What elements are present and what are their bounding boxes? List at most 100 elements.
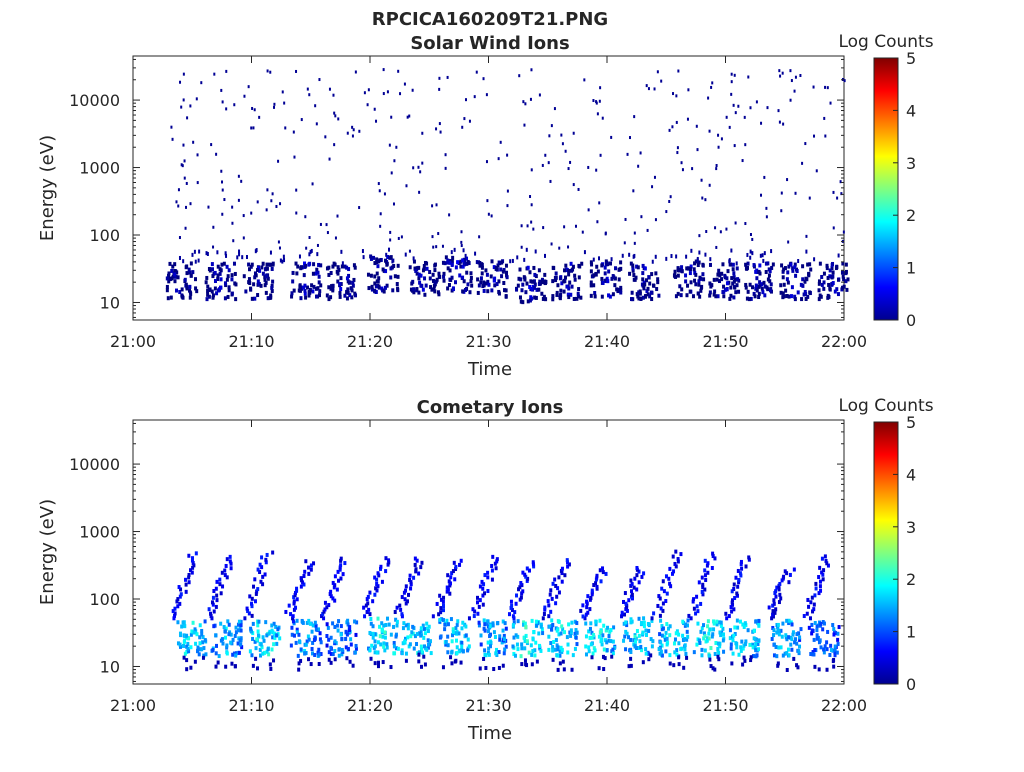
data-cell xyxy=(828,268,832,273)
data-cell xyxy=(415,632,419,637)
data-cell xyxy=(503,621,507,626)
data-cell xyxy=(367,286,371,291)
data-cell xyxy=(165,276,169,281)
data-cell xyxy=(477,623,481,628)
data-cell xyxy=(221,100,224,104)
data-cell xyxy=(633,576,637,581)
data-cell xyxy=(391,259,394,264)
data-cell xyxy=(551,645,555,650)
data-cell xyxy=(325,622,329,627)
data-cell xyxy=(660,643,664,648)
data-cell xyxy=(291,614,295,619)
data-cell xyxy=(256,587,260,592)
data-cell xyxy=(589,269,593,274)
data-cell xyxy=(455,622,459,627)
data-cell xyxy=(331,652,335,657)
data-cell xyxy=(401,641,405,646)
data-cell xyxy=(610,135,613,139)
data-cell xyxy=(364,603,368,608)
data-cell xyxy=(623,634,627,639)
data-cell xyxy=(232,239,235,243)
data-cell xyxy=(595,573,599,578)
data-cell xyxy=(789,262,793,267)
data-cell xyxy=(282,254,285,259)
data-cell xyxy=(239,619,243,624)
data-cell xyxy=(719,633,723,638)
data-cell xyxy=(217,654,221,659)
data-cell xyxy=(295,271,299,276)
data-cell xyxy=(519,277,523,282)
data-cell xyxy=(445,618,449,623)
data-cell xyxy=(530,168,533,172)
data-cell xyxy=(331,283,335,288)
data-cell xyxy=(355,620,359,625)
data-cell xyxy=(257,281,261,286)
data-cell xyxy=(497,291,501,296)
data-cell xyxy=(814,586,818,591)
data-cell xyxy=(382,92,385,96)
data-cell xyxy=(660,79,663,83)
data-cell xyxy=(350,288,354,293)
data-cell xyxy=(401,626,405,631)
data-cell xyxy=(438,122,441,126)
data-cell xyxy=(735,261,738,266)
data-cell xyxy=(567,622,571,627)
data-cell xyxy=(253,296,257,301)
data-cell xyxy=(191,620,195,625)
data-cell xyxy=(730,609,734,614)
data-cell xyxy=(337,117,340,121)
data-cell xyxy=(778,592,782,597)
data-cell xyxy=(346,646,350,651)
data-cell xyxy=(747,297,751,302)
data-cell xyxy=(753,294,757,299)
data-cell xyxy=(761,290,765,295)
data-cell xyxy=(417,276,421,281)
data-cell xyxy=(831,261,835,266)
data-cell xyxy=(287,603,291,608)
data-cell xyxy=(603,265,607,270)
data-cell xyxy=(818,584,822,589)
data-cell xyxy=(525,247,528,252)
data-cell xyxy=(407,592,411,597)
data-cell xyxy=(367,88,370,92)
data-cell xyxy=(725,115,728,119)
data-cell xyxy=(563,225,566,229)
data-cell xyxy=(373,274,377,279)
data-cell xyxy=(590,588,594,593)
data-cell xyxy=(180,163,183,167)
data-cell xyxy=(483,573,487,578)
data-cell xyxy=(712,277,716,282)
data-cell xyxy=(295,618,299,623)
data-cell xyxy=(373,644,377,649)
data-cell xyxy=(787,264,791,269)
data-cell xyxy=(329,635,333,640)
data-cell xyxy=(304,559,308,564)
data-cell xyxy=(680,161,683,165)
data-cell xyxy=(444,642,448,647)
colorbar-tick-label: 4 xyxy=(906,465,916,484)
data-cell xyxy=(231,205,234,209)
data-cell xyxy=(827,282,831,287)
data-cell xyxy=(649,637,653,642)
data-cell xyxy=(767,273,771,278)
data-cell xyxy=(395,605,399,610)
data-cell xyxy=(523,646,527,651)
data-cell xyxy=(250,211,253,215)
data-cell xyxy=(765,285,769,290)
data-cell xyxy=(257,619,261,624)
data-cell xyxy=(253,108,256,112)
data-cell xyxy=(685,629,689,634)
data-cell xyxy=(603,278,607,283)
data-cell xyxy=(715,622,719,627)
data-cell xyxy=(498,634,502,639)
data-cell xyxy=(493,561,497,566)
data-cell xyxy=(456,619,460,624)
data-cell xyxy=(190,570,194,575)
data-cell xyxy=(556,283,560,288)
data-cell xyxy=(381,267,385,272)
data-cell xyxy=(189,568,193,573)
data-cell xyxy=(442,278,446,283)
data-cell xyxy=(344,629,348,634)
data-cell xyxy=(774,645,778,650)
data-cell xyxy=(560,579,564,584)
